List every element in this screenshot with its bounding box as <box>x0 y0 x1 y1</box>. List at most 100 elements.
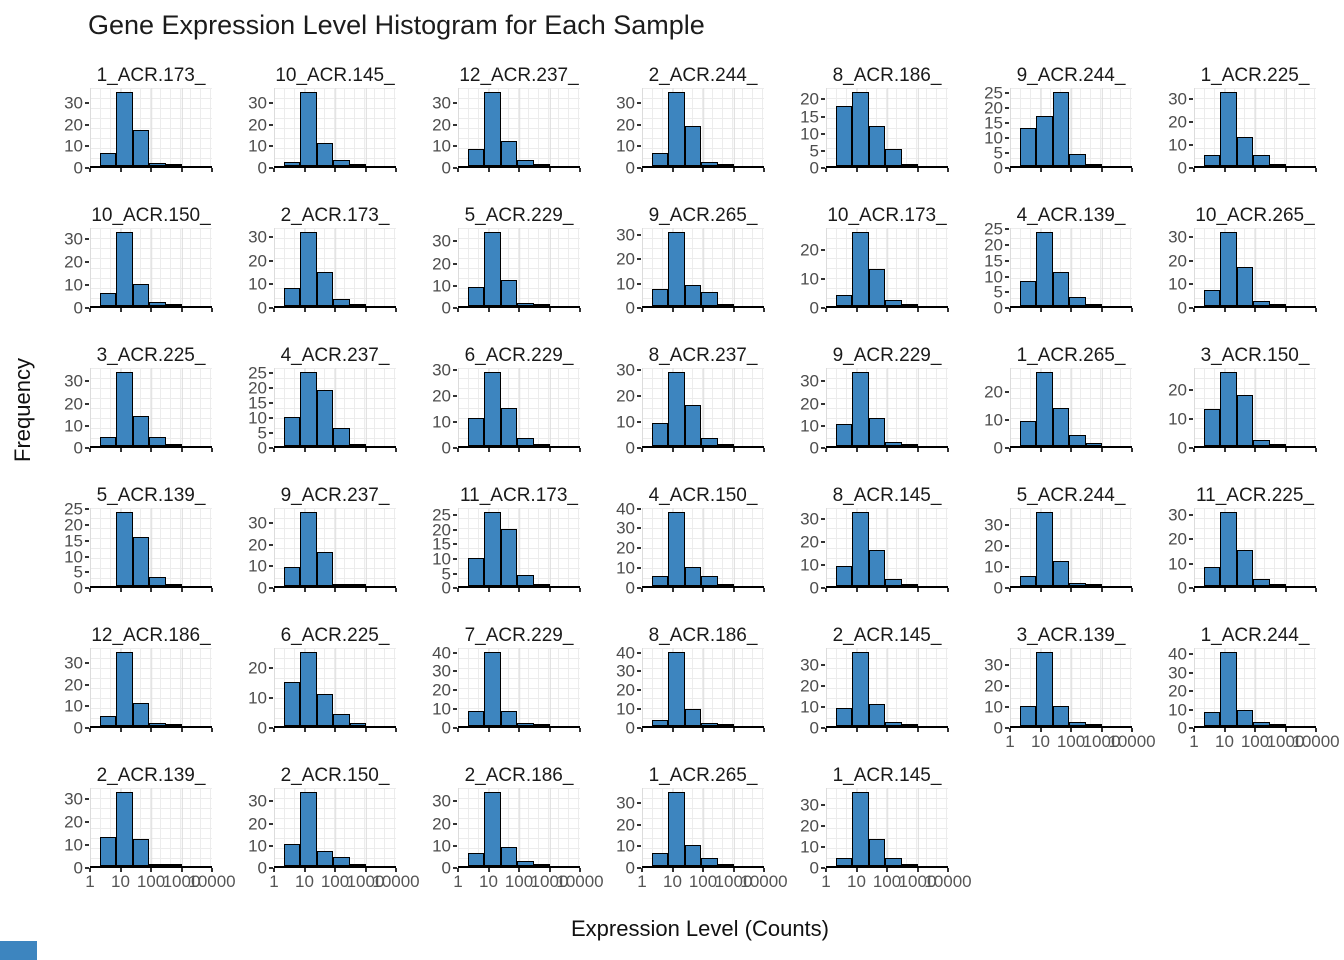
y-tick-label: 5 <box>441 564 451 583</box>
plot-area <box>1009 508 1133 592</box>
x-tick-mark <box>1100 308 1103 312</box>
y-tick-mark <box>821 248 825 251</box>
y-tick-mark <box>453 651 457 654</box>
x-axis-labels: 1 10 100 1000 10000 <box>1189 732 1339 754</box>
panel-title: 3_ACR.139_ <box>1016 625 1126 646</box>
y-tick-mark <box>1189 671 1193 674</box>
y-tick-mark <box>1189 562 1193 565</box>
y-tick-mark <box>85 662 89 665</box>
x-tick-mark <box>732 868 735 872</box>
x-tick-mark <box>395 168 397 172</box>
x-tick-mark <box>487 448 490 452</box>
facet-panel: 3_ACR.150_ 0 10 20 <box>1154 340 1317 480</box>
panel-title: 6_ACR.229_ <box>464 345 574 366</box>
y-tick-label: 40 <box>432 643 451 663</box>
y-tick-label: 20 <box>432 254 451 274</box>
y-tick-label: 10 <box>800 837 819 857</box>
histogram-bar <box>651 153 669 166</box>
facet-panel: 4_ACR.237_ 0 5 10 15 20 25 <box>234 340 397 480</box>
facet-panel: 2_ACR.139_ 0 10 20 30 1 10 100 1000 10000 <box>50 760 236 900</box>
histogram-bar <box>852 512 869 586</box>
x-tick-mark <box>1254 168 1256 172</box>
histogram-bar <box>132 130 150 166</box>
y-tick-label: 0 <box>441 858 451 878</box>
y-tick-label: 10 <box>616 136 635 156</box>
y-tick-label: 40 <box>616 643 635 663</box>
y-tick-mark <box>821 447 825 449</box>
histogram-bar <box>885 579 902 586</box>
panel-title: 9_ACR.265_ <box>648 205 758 226</box>
x-tick-label: 1000 <box>530 872 569 891</box>
plot-wrap: 0 10 20 30 <box>50 88 213 177</box>
plot-area <box>457 228 581 312</box>
x-tick-mark <box>1070 168 1072 172</box>
x-tick-mark <box>303 588 306 592</box>
y-tick-label: 0 <box>993 578 1003 598</box>
plot-wrap: 0 10 20 <box>234 648 397 737</box>
y-tick-mark <box>453 307 457 309</box>
panel-title: 8_ACR.186_ <box>648 625 758 646</box>
x-tick-mark <box>916 448 919 452</box>
x-tick-mark <box>825 168 827 172</box>
x-tick-label: 10000 <box>1292 732 1340 751</box>
y-tick-label: 0 <box>73 718 83 738</box>
histogram-bar <box>132 702 150 726</box>
x-tick-mark <box>855 168 858 172</box>
x-tick-mark <box>1039 728 1042 732</box>
x-tick-mark <box>916 168 919 172</box>
y-tick-label: 15 <box>984 113 1003 133</box>
plot-wrap: 0 5 10 15 20 25 <box>234 364 397 457</box>
x-tick-mark <box>947 868 949 872</box>
x-tick-mark <box>273 308 275 312</box>
x-tick-mark <box>518 308 520 312</box>
histogram-bar <box>467 149 485 166</box>
histogram-bar <box>132 283 150 306</box>
plot-area <box>825 368 949 452</box>
x-tick-mark <box>641 868 643 872</box>
x-tick-mark <box>702 448 704 452</box>
histogram-bar <box>333 583 350 586</box>
panel-title: 10_ACR.173_ <box>827 205 947 226</box>
y-tick-label: 30 <box>1168 663 1187 683</box>
panel-title: 1_ACR.265_ <box>1016 345 1126 366</box>
y-tick-label: 0 <box>1177 298 1187 318</box>
x-tick-mark <box>119 588 122 592</box>
y-tick-label: 10 <box>800 555 819 575</box>
y-tick-mark <box>269 401 273 404</box>
y-tick-label: 10 <box>432 699 451 719</box>
y-axis-title: Frequency <box>10 358 35 462</box>
y-tick-label: 0 <box>625 858 635 878</box>
histogram-bar <box>165 163 183 166</box>
y-tick-label: 10 <box>64 275 83 295</box>
y-axis-ticks: 0 10 20 30 <box>418 788 458 877</box>
y-tick-label: 0 <box>993 298 1003 318</box>
y-tick-mark <box>821 685 825 688</box>
histogram-bar <box>1069 582 1086 586</box>
histogram-bar <box>885 857 902 866</box>
y-tick-label: 10 <box>984 557 1003 577</box>
histogram-bar <box>684 566 702 586</box>
x-tick-label: 1000 <box>346 872 385 891</box>
y-tick-label: 0 <box>257 858 267 878</box>
x-tick-mark <box>364 168 367 172</box>
histogram-bar <box>500 529 518 586</box>
panel-title: 8_ACR.186_ <box>832 65 942 86</box>
y-tick-mark <box>269 587 273 589</box>
plot-wrap: 0 5 10 15 20 25 <box>50 501 213 597</box>
histogram-bar <box>349 303 367 306</box>
y-tick-label: 40 <box>616 499 635 519</box>
facet-panel: 1_ACR.265_ 0 10 20 <box>970 340 1133 480</box>
panel-title: 3_ACR.225_ <box>96 345 206 366</box>
histogram-bar <box>149 722 166 726</box>
y-axis-ticks: 0 10 20 30 <box>234 788 274 877</box>
y-tick-mark <box>269 102 273 105</box>
histogram-bar <box>116 792 133 866</box>
panel-title: 11_ACR.173_ <box>460 485 578 506</box>
histogram-bar <box>1269 723 1287 726</box>
y-axis-ticks: 0 10 20 <box>234 648 274 737</box>
x-tick-mark <box>1009 728 1011 732</box>
x-tick-mark <box>1284 448 1287 452</box>
histogram-bar <box>1269 303 1287 306</box>
x-tick-mark <box>825 308 827 312</box>
histogram-bar <box>283 567 301 586</box>
